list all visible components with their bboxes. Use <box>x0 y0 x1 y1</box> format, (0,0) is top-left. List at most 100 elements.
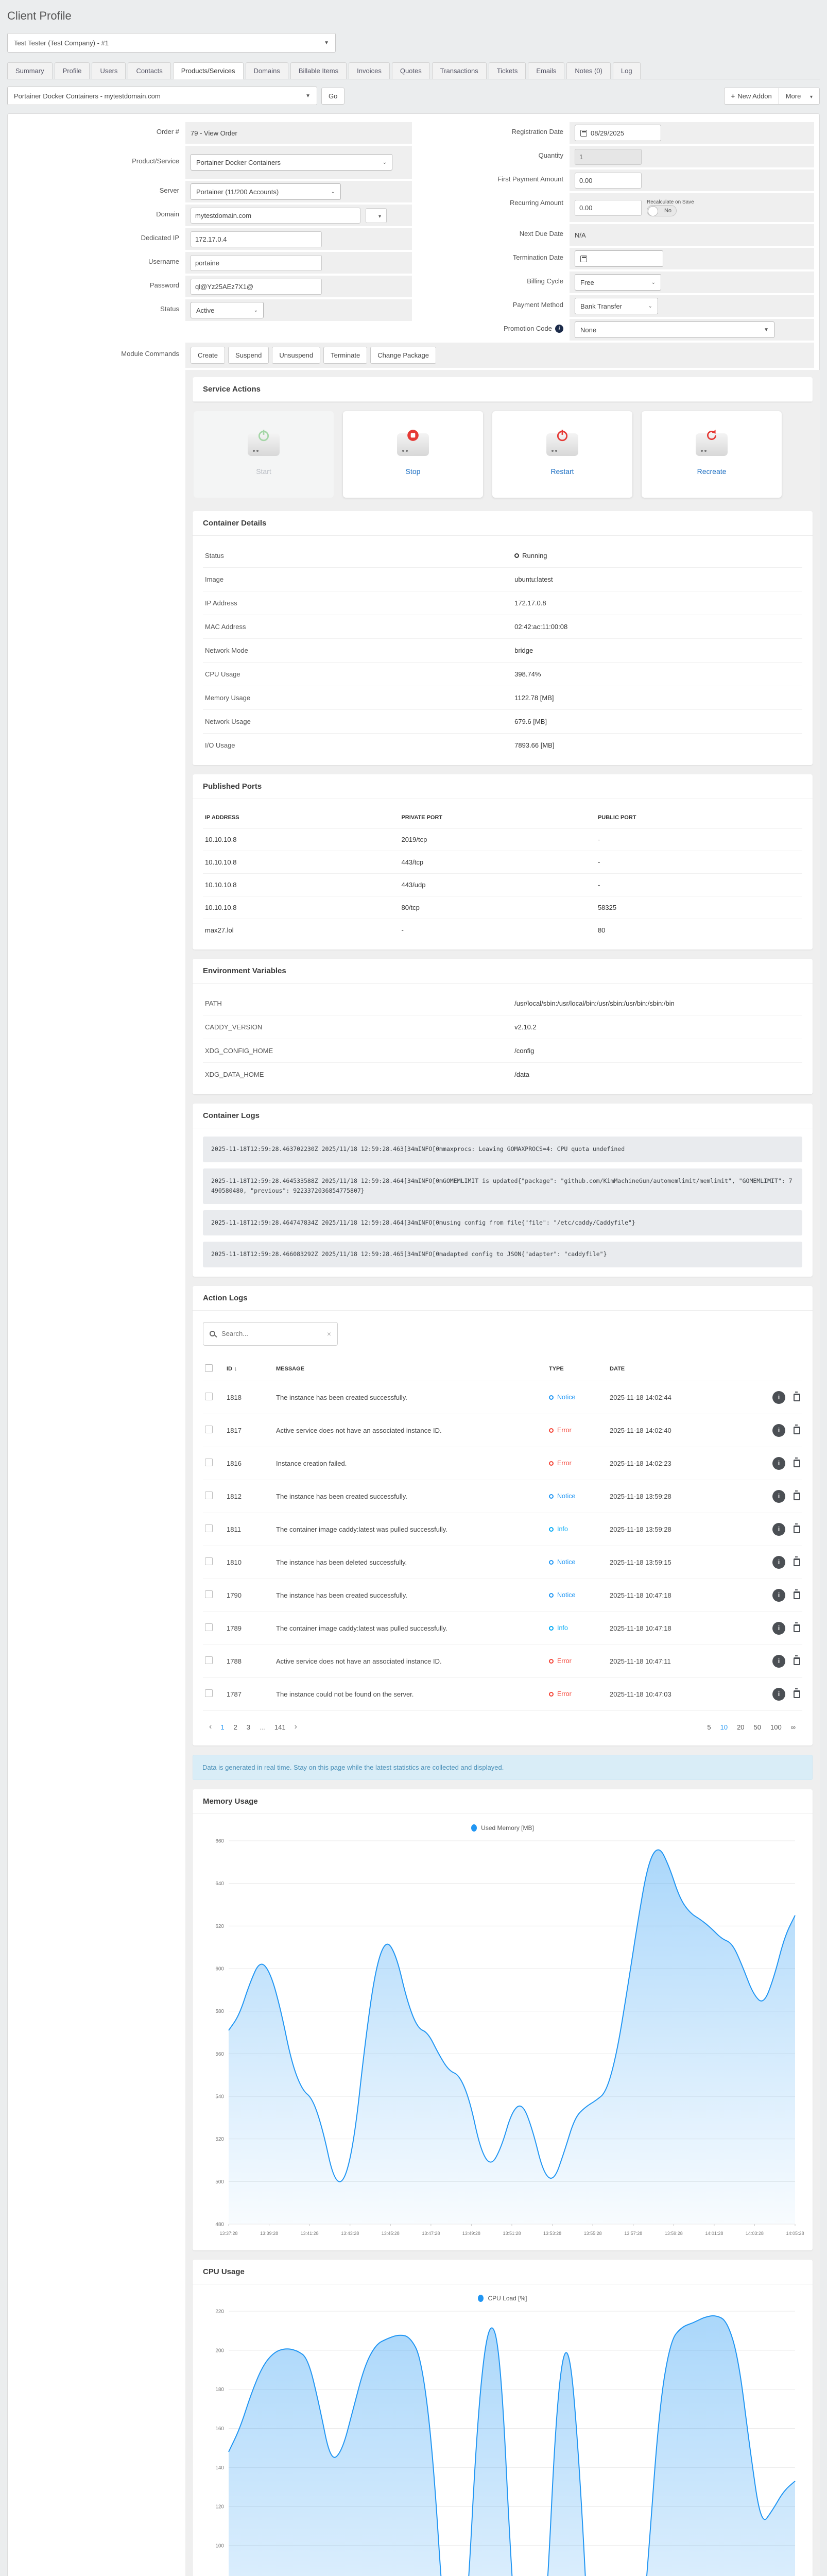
order-value[interactable]: 79 - View Order <box>191 129 237 137</box>
dedicated-ip-input[interactable] <box>191 231 322 247</box>
type-ring-icon <box>549 1560 554 1565</box>
tab-quotes[interactable]: Quotes <box>391 62 430 79</box>
go-button[interactable]: Go <box>321 87 345 105</box>
row-checkbox[interactable] <box>205 1656 213 1665</box>
row-checkbox[interactable] <box>205 1393 213 1401</box>
trash-icon[interactable] <box>794 1424 800 1434</box>
tab-tickets[interactable]: Tickets <box>488 62 526 79</box>
detail-row-ip: IP Address 172.17.0.8 <box>203 591 802 615</box>
tab-summary[interactable]: Summary <box>7 62 53 79</box>
page-size-50[interactable]: 50 <box>753 1723 762 1731</box>
module-unsuspend-button[interactable]: Unsuspend <box>272 347 321 364</box>
password-input[interactable] <box>191 278 322 295</box>
page-size-10[interactable]: 10 <box>720 1723 728 1731</box>
page-3[interactable]: 3 <box>246 1723 251 1731</box>
legend-item[interactable]: Used Memory [MB] <box>471 1824 534 1832</box>
first-payment-input[interactable] <box>575 172 642 189</box>
info-icon[interactable] <box>772 1621 785 1635</box>
trash-icon[interactable] <box>794 1622 800 1632</box>
termination-date-input[interactable] <box>575 250 663 267</box>
info-icon[interactable] <box>555 325 563 333</box>
trash-icon[interactable] <box>794 1391 800 1401</box>
tab-products-services[interactable]: Products/Services <box>173 62 244 79</box>
page-2[interactable]: 2 <box>233 1723 237 1731</box>
legend-item[interactable]: CPU Load [%] <box>478 2294 527 2302</box>
tab-contacts[interactable]: Contacts <box>128 62 171 79</box>
module-suspend-button[interactable]: Suspend <box>228 347 269 364</box>
service-action-recreate[interactable]: Recreate <box>642 411 782 498</box>
col-id[interactable]: ID <box>227 1365 232 1372</box>
page-size-100[interactable]: 100 <box>770 1723 782 1731</box>
col-type[interactable]: TYPE <box>549 1365 564 1372</box>
username-input[interactable] <box>191 255 322 271</box>
page-size-20[interactable]: 20 <box>737 1723 745 1731</box>
prev-page-icon[interactable]: ‹ <box>209 1722 212 1732</box>
page-size-5[interactable]: 5 <box>707 1723 711 1731</box>
next-page-icon[interactable]: › <box>294 1722 297 1732</box>
server-select[interactable]: Portainer (11/200 Accounts) ⌄ <box>191 183 341 200</box>
info-icon[interactable] <box>772 1588 785 1602</box>
promotion-code-select[interactable]: None ▼ <box>575 321 774 338</box>
trash-icon[interactable] <box>794 1655 800 1665</box>
product-selector[interactable]: Portainer Docker Containers - mytestdoma… <box>7 87 317 105</box>
client-selector[interactable]: Test Tester (Test Company) - #1 ▼ <box>7 33 336 53</box>
trash-icon[interactable] <box>794 1523 800 1533</box>
tab-log[interactable]: Log <box>612 62 641 79</box>
recurring-amount-input[interactable] <box>575 199 642 216</box>
module-terminate-button[interactable]: Terminate <box>323 347 368 364</box>
service-action-restart[interactable]: Restart <box>492 411 632 498</box>
info-icon[interactable] <box>772 1555 785 1569</box>
termination-date-label: Termination Date <box>512 253 563 261</box>
tab-emails[interactable]: Emails <box>528 62 565 79</box>
realtime-data-alert: Data is generated in real time. Stay on … <box>193 1754 813 1780</box>
info-icon[interactable] <box>772 1522 785 1536</box>
page-last[interactable]: 141 <box>274 1723 286 1731</box>
page-size-all[interactable]: ∞ <box>790 1723 796 1731</box>
domain-dropdown-button[interactable]: ▾ <box>366 208 387 223</box>
select-all-checkbox[interactable] <box>205 1364 213 1372</box>
info-icon[interactable] <box>772 1391 785 1404</box>
status-select[interactable]: Active ⌄ <box>191 302 264 318</box>
row-checkbox[interactable] <box>205 1492 213 1500</box>
row-checkbox[interactable] <box>205 1590 213 1599</box>
tab-notes[interactable]: Notes (0) <box>566 62 611 79</box>
module-create-button[interactable]: Create <box>191 347 226 364</box>
tab-transactions[interactable]: Transactions <box>432 62 487 79</box>
trash-icon[interactable] <box>794 1490 800 1500</box>
tab-domains[interactable]: Domains <box>245 62 288 79</box>
tab-profile[interactable]: Profile <box>54 62 90 79</box>
search-input[interactable] <box>220 1329 322 1338</box>
row-checkbox[interactable] <box>205 1524 213 1533</box>
clear-search-icon[interactable]: × <box>326 1329 331 1338</box>
new-addon-button[interactable]: + New Addon <box>723 87 779 105</box>
row-checkbox[interactable] <box>205 1623 213 1632</box>
row-checkbox[interactable] <box>205 1689 213 1698</box>
tab-invoices[interactable]: Invoices <box>349 62 390 79</box>
info-icon[interactable] <box>772 1456 785 1470</box>
col-message[interactable]: MESSAGE <box>276 1365 305 1372</box>
tab-billable-items[interactable]: Billable Items <box>290 62 347 79</box>
trash-icon[interactable] <box>794 1589 800 1599</box>
trash-icon[interactable] <box>794 1457 800 1467</box>
registration-date-input[interactable]: 08/29/2025 <box>575 125 661 141</box>
recalculate-toggle[interactable]: No <box>647 205 677 216</box>
row-checkbox[interactable] <box>205 1459 213 1467</box>
page-1[interactable]: 1 <box>220 1723 225 1731</box>
info-icon[interactable] <box>772 1489 785 1503</box>
more-button[interactable]: More ▾ <box>779 87 820 105</box>
service-action-stop[interactable]: Stop <box>343 411 483 498</box>
info-icon[interactable] <box>772 1687 785 1701</box>
col-date[interactable]: DATE <box>610 1365 625 1372</box>
info-icon[interactable] <box>772 1423 785 1437</box>
tab-users[interactable]: Users <box>92 62 126 79</box>
module-change-package-button[interactable]: Change Package <box>370 347 436 364</box>
billing-cycle-select[interactable]: Free ⌄ <box>575 274 661 291</box>
product-service-select[interactable]: Portainer Docker Containers ⌄ <box>191 154 392 171</box>
payment-method-select[interactable]: Bank Transfer ⌄ <box>575 298 658 314</box>
row-checkbox[interactable] <box>205 1426 213 1434</box>
row-checkbox[interactable] <box>205 1557 213 1566</box>
domain-input[interactable] <box>191 207 360 224</box>
trash-icon[interactable] <box>794 1688 800 1698</box>
trash-icon[interactable] <box>794 1556 800 1566</box>
info-icon[interactable] <box>772 1654 785 1668</box>
